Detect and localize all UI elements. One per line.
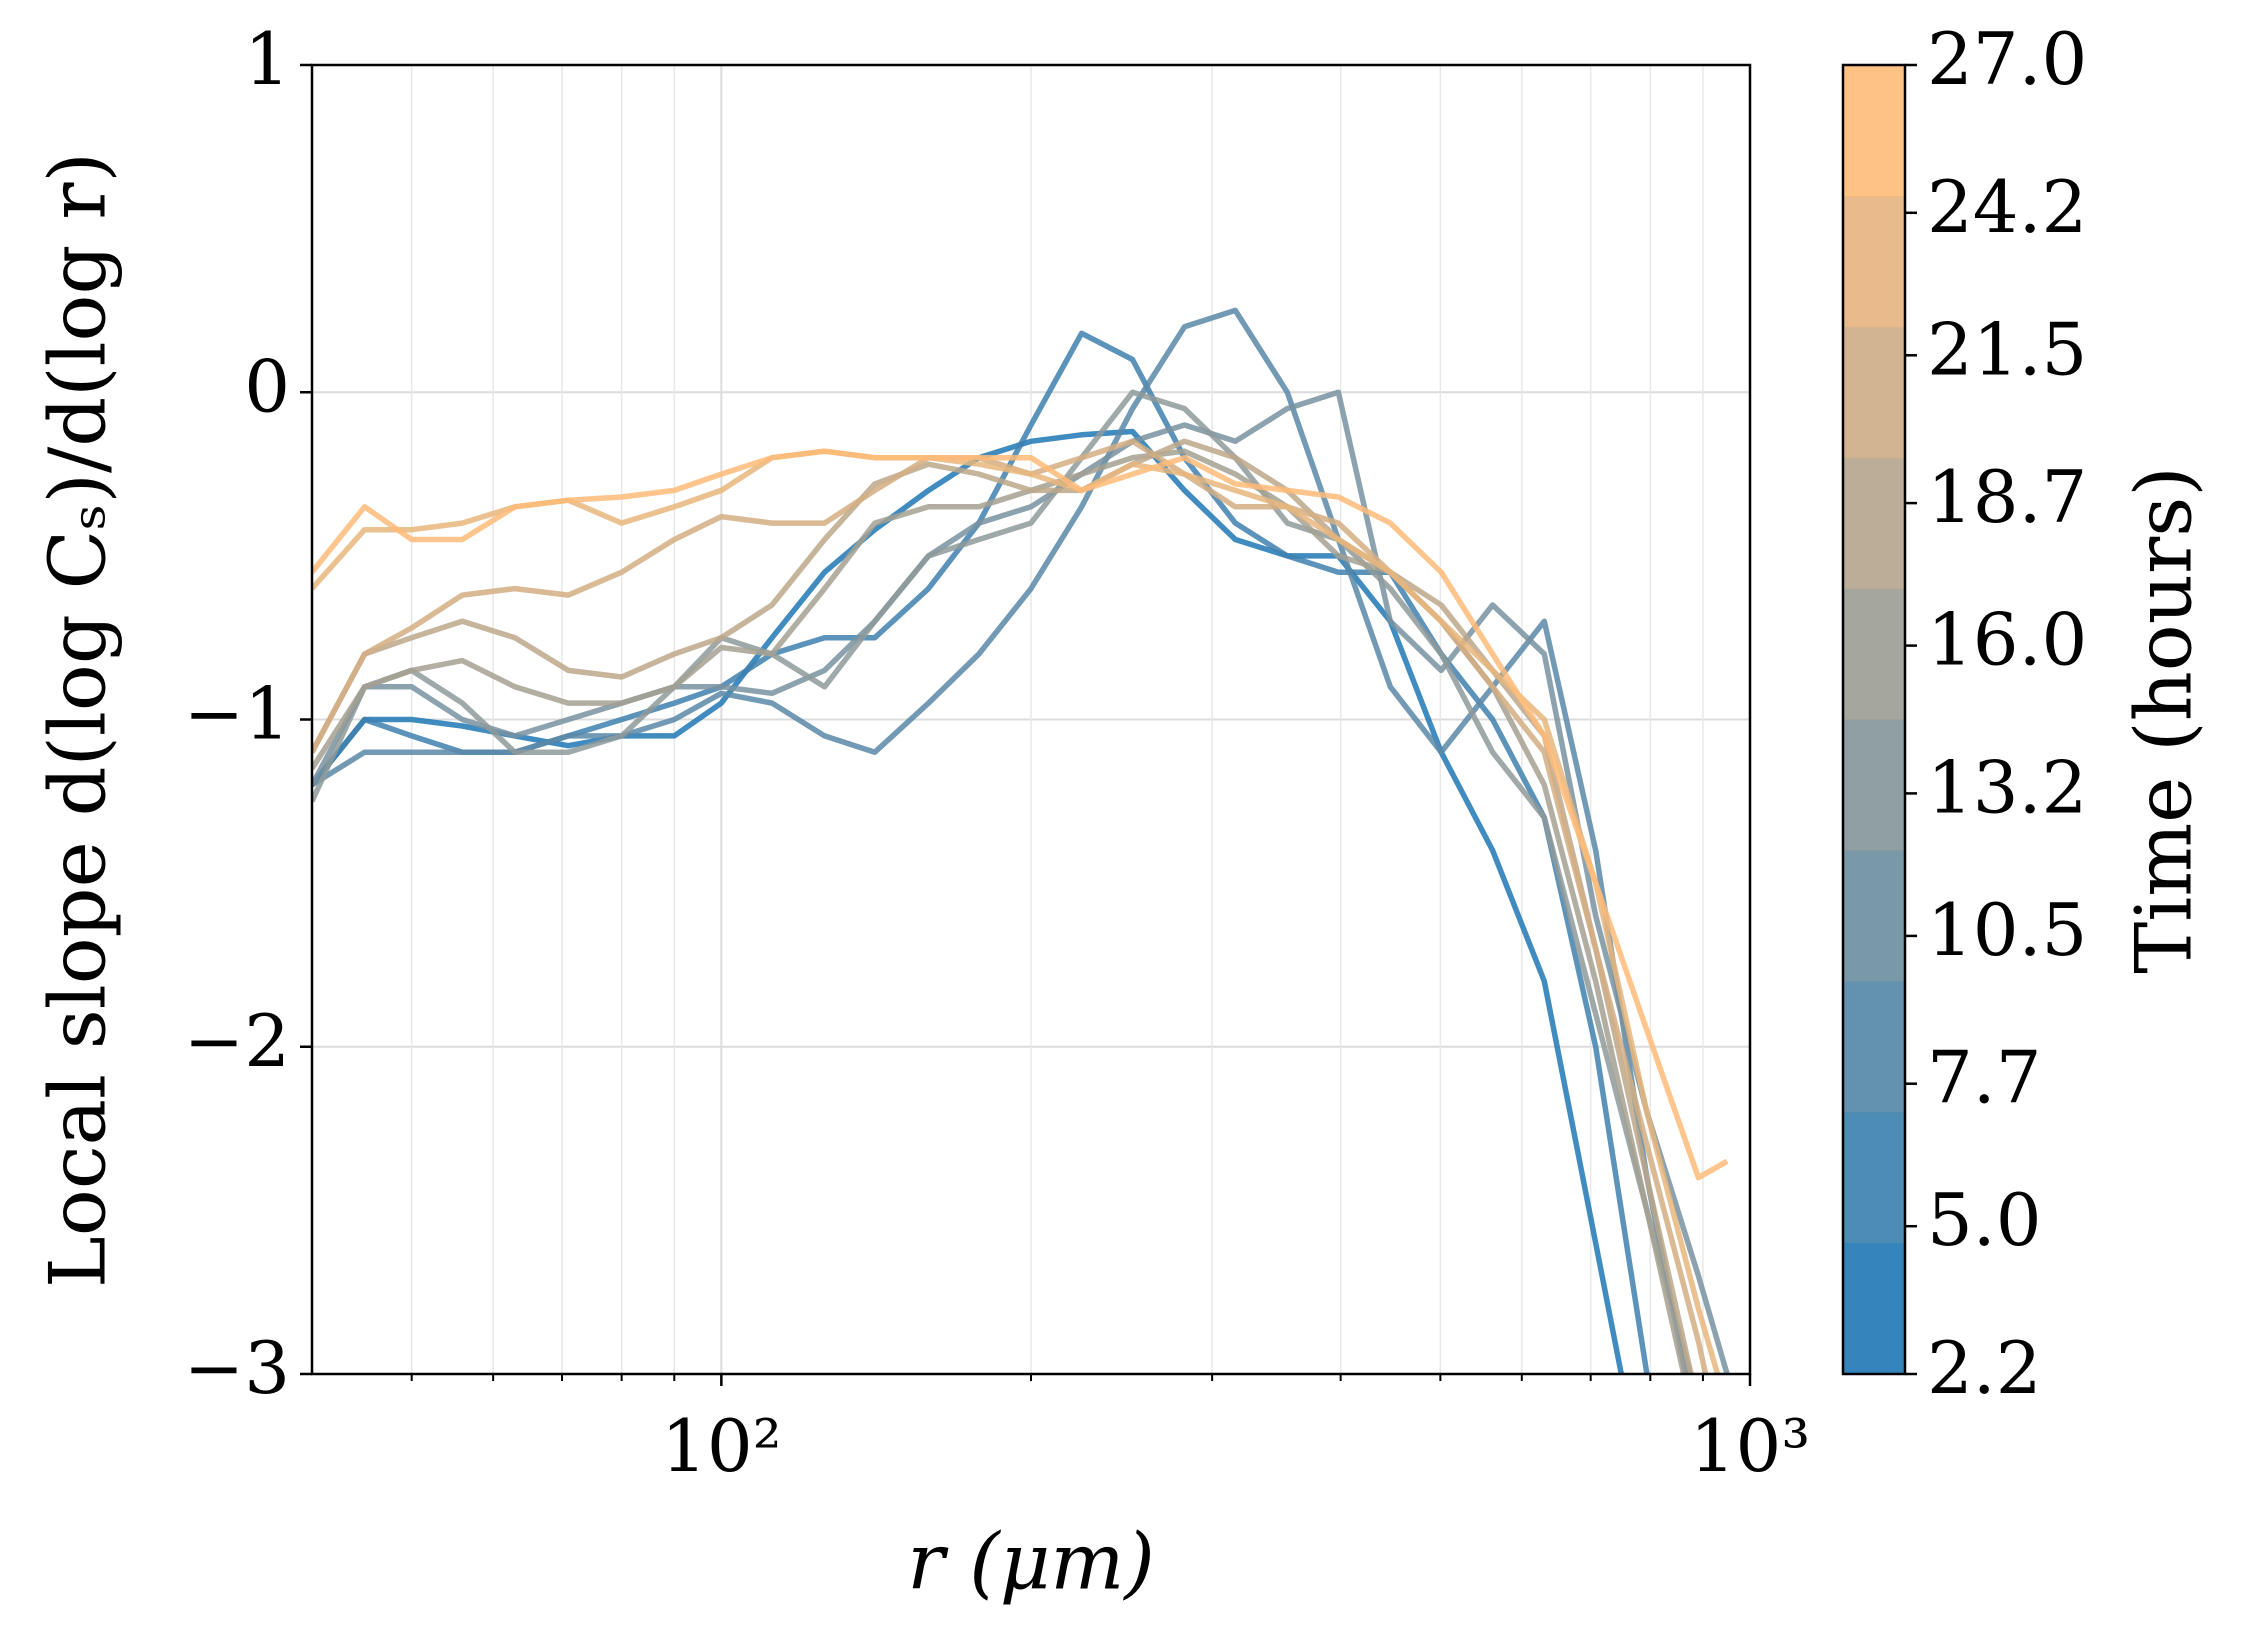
colorbar-label: Time (hours)	[2120, 466, 2210, 974]
series-line	[312, 438, 1694, 1374]
series-line	[312, 307, 1689, 1374]
colorbar-segment	[1843, 719, 1905, 851]
colorbar-tick-label: 21.5	[1927, 307, 2087, 391]
series-line	[312, 438, 1709, 1374]
series-line	[312, 389, 1693, 1374]
colorbar-tick-label: 16.0	[1927, 598, 2087, 682]
series-line	[312, 448, 1729, 1181]
colorbar-segment	[1843, 981, 1905, 1113]
colorbar-segment	[1843, 457, 1905, 590]
colorbar-tick-label: 13.2	[1927, 745, 2087, 829]
colorbar-tick-label: 27.0	[1927, 17, 2087, 101]
y-tick-label: 0	[244, 344, 290, 428]
colorbar-tick-label: 2.2	[1927, 1326, 2042, 1410]
colorbar-frame	[1841, 63, 1907, 1376]
series-line	[312, 389, 1730, 1374]
y-axis-label: Local slope d(log Cₛ)/d(log r)	[34, 152, 124, 1288]
lines	[312, 307, 1730, 1374]
colorbar-tick-label: 10.5	[1927, 888, 2087, 972]
x-axis-label: r (μm)	[907, 1518, 1155, 1608]
x-tick-label: 10³	[1690, 1404, 1810, 1488]
colorbar-tick-label: 18.7	[1927, 455, 2087, 539]
series-line	[312, 448, 1687, 1374]
colorbar-tick-label: 7.7	[1927, 1036, 2042, 1120]
series-line	[312, 428, 1625, 1374]
colorbar-tick-label: 24.2	[1927, 165, 2087, 249]
colorbar-segment	[1843, 850, 1905, 982]
colorbar-segment	[1843, 1243, 1905, 1375]
y-tick-label: −2	[184, 999, 290, 1083]
colorbar-segment	[1843, 588, 1905, 720]
colorbar-segment	[1843, 65, 1905, 197]
y-tick-label: −1	[184, 672, 290, 756]
x-tick-label: 10²	[661, 1404, 781, 1488]
colorbar-segment	[1843, 195, 1905, 328]
y-tick-label: −3	[184, 1326, 290, 1410]
y-tick-label: 1	[244, 17, 290, 101]
series-line	[312, 448, 1721, 1374]
colorbar-segment	[1843, 326, 1905, 459]
colorbar-tick-label: 5.0	[1927, 1178, 2042, 1262]
colorbar-segment	[1843, 1112, 1905, 1244]
